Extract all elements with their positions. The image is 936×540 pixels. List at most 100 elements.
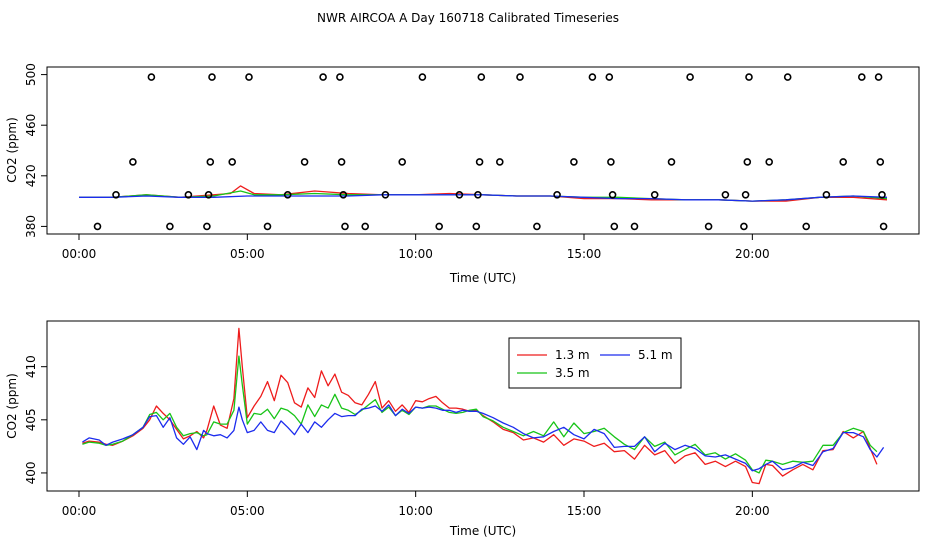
- calibration-point: [743, 158, 752, 166]
- x-tick-label: 10:00: [398, 247, 433, 261]
- series-line-1-3m: [82, 327, 878, 485]
- timeseries-panel: 00:00 05:00 10:00 15:00 20:00 400 405 410 Time…: [5, 320, 920, 538]
- x-tick-label: 20:00: [735, 247, 770, 261]
- calibration-point: [495, 158, 504, 166]
- calibration-point: [93, 222, 102, 231]
- series-lines: [82, 327, 885, 485]
- legend-box: [508, 337, 682, 389]
- calibration-point: [745, 73, 753, 81]
- x-axis: 00:00 05:00 10:00 15:00 20:00: [62, 490, 770, 518]
- calibration-point: [878, 191, 886, 199]
- calibration-point: [605, 73, 614, 81]
- calibration-point: [228, 158, 236, 166]
- calibration-point: [721, 191, 730, 199]
- x-tick-label: 15:00: [567, 504, 602, 518]
- x-axis: 00:00 05:00 10:00 15:00 20:00: [62, 233, 770, 261]
- calibration-point: [418, 73, 427, 81]
- calibration-point: [553, 191, 561, 199]
- calibration-point: [208, 73, 216, 81]
- series-line-1: [79, 185, 888, 202]
- x-tick-label: 20:00: [735, 504, 770, 518]
- calibration-point: [704, 222, 713, 231]
- y-tick-label: 400: [24, 461, 38, 484]
- legend-label-5-1m: 5.1 m: [638, 348, 673, 362]
- calibration-point: [166, 222, 174, 231]
- plot-frame: [46, 320, 920, 492]
- calibration-point: [455, 191, 464, 199]
- calibration-point: [630, 222, 639, 231]
- x-tick-label: 00:00: [62, 504, 97, 518]
- calibration-point: [610, 222, 619, 231]
- y-axis-label: CO2 (ppm): [5, 373, 19, 439]
- x-tick-label: 10:00: [398, 504, 433, 518]
- calibration-point: [300, 158, 309, 166]
- calibration-point: [822, 191, 831, 199]
- calibration-point: [204, 191, 213, 199]
- calibration-point: [341, 222, 349, 231]
- x-tick-label: 15:00: [567, 247, 602, 261]
- calibration-point: [839, 158, 848, 166]
- calibration-point: [472, 222, 481, 231]
- calibration-point: [398, 158, 407, 166]
- x-axis-label: Time (UTC): [449, 271, 516, 285]
- legend-label-1-3m: 1.3 m: [555, 348, 590, 362]
- calibration-point: [607, 158, 615, 166]
- calibration-point: [435, 222, 444, 231]
- y-tick-label: 420: [24, 164, 38, 187]
- calibration-point: [336, 73, 344, 81]
- calibration-point: [283, 191, 292, 199]
- y-tick-label: 405: [24, 408, 38, 431]
- calibration-point: [874, 73, 883, 81]
- calibration-point: [361, 222, 370, 231]
- calibration-point: [381, 191, 390, 199]
- legend: 1.3 m 3.5 m 5.1 m: [508, 337, 682, 389]
- calibration-point: [147, 73, 156, 81]
- y-tick-label: 500: [24, 63, 38, 86]
- plot-frame: [46, 66, 920, 235]
- calibration-point: [206, 158, 215, 166]
- calibration-point: [857, 73, 866, 81]
- calibration-point: [741, 191, 750, 199]
- calibration-point: [686, 73, 694, 81]
- calibration-point: [608, 191, 617, 199]
- calibration-point: [667, 158, 676, 166]
- calibration-point: [263, 222, 272, 231]
- calibration-point: [474, 191, 482, 199]
- y-axis: 380 420 460 500: [24, 63, 47, 238]
- calibration-point: [475, 158, 484, 166]
- series-line-3: [79, 194, 888, 202]
- calibration-point: [203, 222, 211, 231]
- y-tick-label: 380: [24, 215, 38, 238]
- y-tick-label: 410: [24, 355, 38, 378]
- calibration-point: [879, 222, 888, 231]
- calibration-points: [93, 73, 888, 231]
- calibration-point: [184, 191, 193, 199]
- x-axis-label: Time (UTC): [449, 524, 516, 538]
- calibration-point: [319, 73, 327, 81]
- calibration-panel: 00:00 05:00 10:00 15:00 20:00 380 420 460 500 T…: [5, 63, 920, 285]
- series-line-2: [79, 190, 888, 202]
- calibration-point: [477, 73, 486, 81]
- calibration-point: [783, 73, 792, 81]
- calibration-point: [245, 73, 253, 81]
- calibration-point: [765, 158, 774, 166]
- y-axis: 400 405 410: [24, 355, 47, 484]
- legend-label-3-5m: 3.5 m: [555, 366, 590, 380]
- series-line-5-1m: [82, 404, 885, 472]
- calibration-point: [802, 222, 811, 231]
- calibration-point: [740, 222, 748, 231]
- x-tick-label: 05:00: [230, 504, 265, 518]
- x-tick-label: 05:00: [230, 247, 265, 261]
- calibration-point: [876, 158, 885, 166]
- calibration-point: [129, 158, 137, 166]
- y-axis-label: CO2 (ppm): [5, 117, 19, 183]
- series-line-3-5m: [82, 355, 878, 474]
- calibration-point: [339, 191, 348, 199]
- calibration-point: [588, 73, 597, 81]
- x-tick-label: 00:00: [62, 247, 97, 261]
- calibration-point: [570, 158, 578, 166]
- calibration-point: [650, 191, 659, 199]
- calibration-point: [533, 222, 541, 231]
- calibration-point: [516, 73, 524, 81]
